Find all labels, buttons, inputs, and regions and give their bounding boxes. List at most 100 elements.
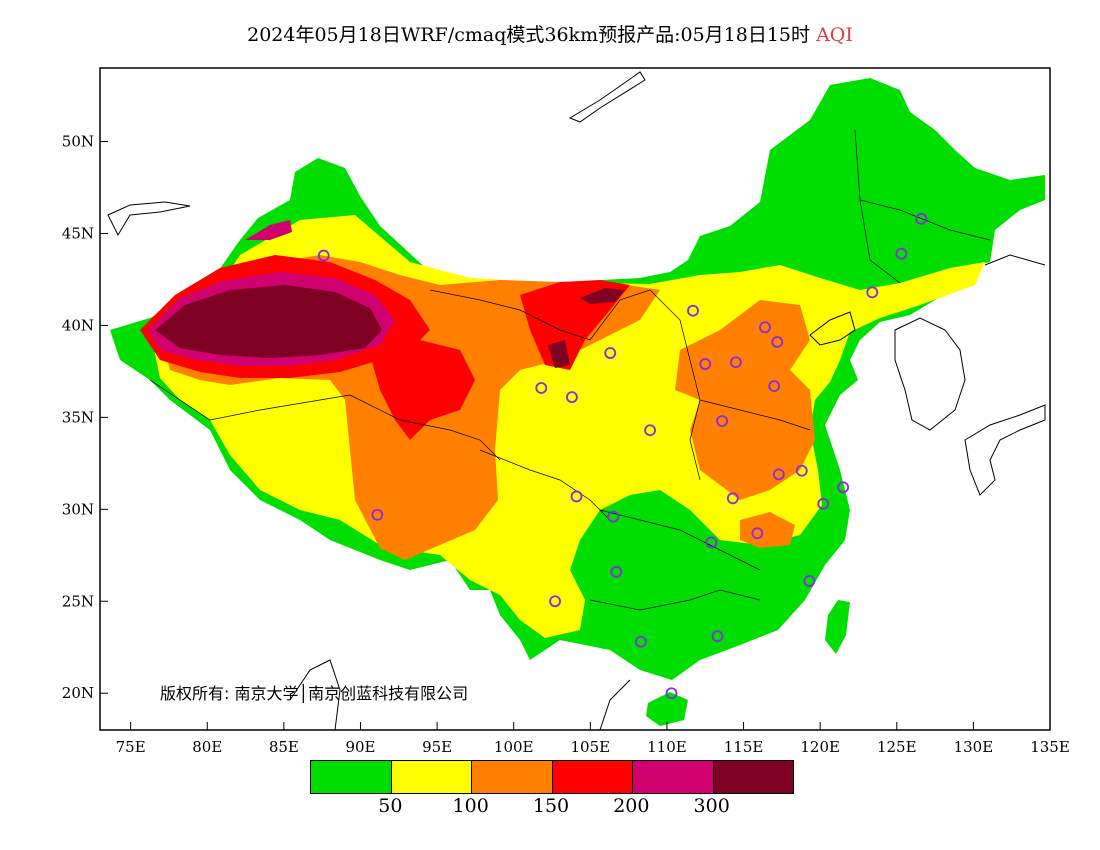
lon-tick-label: 75E	[116, 738, 146, 756]
lat-tick-label: 35N	[62, 408, 94, 426]
lon-tick-label: 95E	[422, 738, 452, 756]
station-marker	[726, 492, 739, 505]
boundary-central-east	[699, 399, 811, 431]
lon-tick-label: 80E	[192, 738, 222, 756]
aqi-red-qaidam	[370, 340, 475, 440]
station-marker	[895, 247, 908, 260]
station-marker	[759, 321, 771, 334]
station-marker	[795, 464, 808, 477]
aqi-orange-east	[675, 300, 815, 500]
boundary-xinjiang-tibet	[149, 379, 351, 421]
station-marker	[644, 424, 656, 437]
boundary-guangxi-guangdong	[589, 589, 761, 611]
station-marker	[771, 336, 784, 348]
station-marker	[837, 481, 850, 494]
lat-tick-label: 50N	[62, 133, 94, 151]
boundary-south-china	[599, 509, 761, 571]
aqi-orange-central	[740, 512, 795, 548]
station-marker	[610, 565, 623, 578]
station-marker	[549, 595, 561, 608]
lon-tick-label: 115E	[724, 738, 764, 756]
station-marker	[634, 635, 647, 648]
korea-coast	[894, 317, 966, 431]
station-marker	[866, 286, 879, 299]
boundary-qinghai-tibet	[349, 394, 501, 461]
station-marker	[751, 527, 764, 540]
legend-label: 200	[613, 795, 650, 817]
lon-tick-label: 120E	[800, 738, 840, 756]
map-title: 2024年05月18日WRF/cmaq模式36km预报产品:05月18日15时 …	[0, 20, 1100, 47]
legend-swatch	[311, 761, 391, 793]
bohai-coast	[809, 311, 856, 346]
station-marker	[687, 304, 699, 317]
monitoring-stations	[317, 212, 928, 700]
station-marker	[729, 356, 742, 369]
aqi-legend	[310, 760, 794, 794]
aqi-field	[110, 78, 1045, 726]
title-main: 2024年05月18日WRF/cmaq模式36km预报产品:05月18日15时	[247, 24, 811, 46]
map-frame	[99, 67, 1051, 731]
lon-tick-label: 85E	[269, 738, 299, 756]
lat-tick-label: 20N	[62, 684, 94, 702]
vietnam-coast	[599, 679, 631, 731]
copyright-text: 版权所有: 南京大学│南京创蓝科技有限公司	[160, 684, 469, 703]
legend-label: 150	[532, 795, 570, 817]
aqi-maroon-taklimakan	[155, 285, 382, 358]
hainan-island	[646, 692, 688, 726]
legend-swatch	[471, 761, 552, 793]
station-marker	[803, 575, 816, 587]
south-asia-coast	[289, 659, 341, 731]
lon-tick-label: 100E	[494, 738, 534, 756]
station-marker	[371, 508, 384, 521]
legend-label: 300	[693, 795, 730, 817]
station-marker	[772, 468, 785, 481]
lat-tick-label: 45N	[62, 225, 94, 243]
station-marker	[716, 415, 728, 427]
boundary-north-china	[649, 289, 701, 481]
baikal-coast	[568, 71, 646, 123]
station-marker	[607, 510, 620, 523]
legend-swatch	[632, 761, 713, 793]
russia-coast	[984, 254, 1046, 266]
legend-swatch	[551, 761, 632, 793]
aqi-maroon-ordos	[548, 340, 570, 368]
station-marker	[699, 358, 712, 370]
station-marker	[705, 536, 718, 549]
station-marker	[711, 630, 724, 643]
boundary-sichuan-east	[479, 449, 611, 521]
legend-label: 100	[452, 795, 489, 817]
lon-tick-label: 130E	[954, 738, 994, 756]
lon-tick-label: 90E	[345, 738, 375, 756]
lon-tick-label: 110E	[647, 738, 687, 756]
boundary-northeast	[854, 129, 901, 284]
lat-tick-label: 25N	[62, 592, 94, 610]
lat-tick-label: 40N	[62, 316, 94, 334]
balkhash-coast	[107, 201, 191, 237]
legend-swatch	[390, 761, 471, 793]
aqi-magenta-north	[245, 220, 292, 240]
province-boundaries	[149, 129, 991, 611]
station-marker	[317, 249, 330, 262]
lon-tick-label: 125E	[877, 738, 917, 756]
station-marker	[604, 347, 617, 359]
japan-coast	[964, 404, 1046, 496]
boundary-gansu-neimenggu	[429, 289, 651, 341]
boundary-jilin-heilongjiang	[859, 199, 991, 241]
station-marker	[566, 391, 578, 404]
legend-label: 50	[378, 795, 403, 817]
aqi-maroon-alxa	[580, 288, 625, 304]
title-variable: AQI	[816, 24, 853, 46]
station-marker	[570, 490, 583, 503]
legend-swatch	[712, 761, 793, 793]
lon-tick-label: 105E	[571, 738, 611, 756]
station-marker	[817, 497, 830, 510]
station-marker	[915, 212, 928, 225]
station-marker	[665, 687, 678, 700]
coastlines	[107, 71, 1046, 731]
station-marker	[535, 382, 548, 394]
station-marker	[768, 380, 781, 393]
lon-tick-label: 135E	[1030, 738, 1070, 756]
lat-tick-label: 30N	[62, 500, 94, 518]
map-axes: 50N 45N 40N 35N 30N 25N 20N 75E 80E 85E 90E 95E 100E…	[62, 133, 1070, 756]
